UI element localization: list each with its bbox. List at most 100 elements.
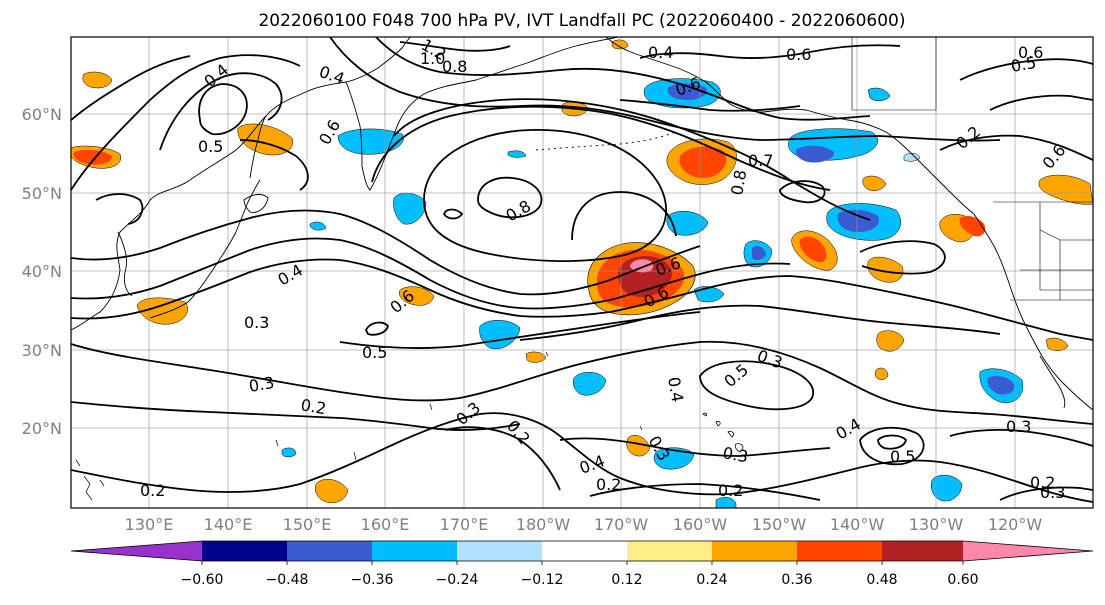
figure-title: 2022060100 F048 700 hPa PV, IVT Landfall… [258, 11, 905, 31]
contour-line [999, 486, 1093, 501]
colorbar-segment [372, 541, 457, 561]
sakhalin-coastline [249, 115, 267, 179]
pv-positive-region [399, 286, 435, 306]
contour-line [71, 209, 701, 296]
lon-tick-label: 150°E [283, 515, 332, 534]
pv-negative-region [653, 447, 695, 470]
contour-line [445, 426, 561, 491]
contour-label: 0.3 [1040, 483, 1065, 502]
contour-label: 1.0 [420, 49, 445, 68]
colorbar-segment [287, 541, 372, 561]
colorbar-tick-label: 0.24 [696, 572, 727, 588]
lon-tick-label: 150°W [752, 515, 807, 534]
pv-negative-region [931, 474, 963, 502]
colorbar-tick-label: 0.48 [866, 572, 897, 588]
contour-label: 0.4 [648, 43, 673, 62]
colorbar-segment [457, 541, 542, 561]
contour-label: 0.5 [362, 343, 387, 362]
contour-line [589, 483, 821, 501]
contour-line [619, 459, 1093, 503]
contour-line [375, 37, 871, 121]
japan-coastline [149, 179, 261, 319]
contour-line [949, 429, 1093, 447]
latitude-ticks: 60°N 50°N 40°N 30°N 20°N [22, 105, 62, 438]
contour-line [71, 340, 1093, 425]
contour-line [559, 437, 831, 457]
pv-positive-region [876, 330, 905, 352]
pv-negative-region [667, 83, 707, 100]
contour-line [71, 54, 301, 191]
contour-line [571, 191, 677, 241]
contour-line [71, 55, 191, 121]
pv-positive-region [679, 146, 727, 179]
pv-negative-region [837, 209, 879, 232]
lon-tick-label: 120°W [988, 515, 1043, 534]
pv-negative-region [573, 372, 607, 396]
pv-shading [71, 39, 1093, 508]
pv-negative-region [752, 246, 766, 261]
graticule [71, 37, 1093, 508]
contour-line [159, 72, 283, 151]
pv-negative-region [281, 447, 297, 458]
colorbar-segment [202, 541, 287, 561]
lon-tick-label: 180°W [516, 515, 571, 534]
pv-negative-region [309, 221, 327, 231]
colorbar-ticks [201, 561, 964, 565]
pv-positive-region [862, 175, 887, 191]
korea-coastline [117, 231, 133, 297]
longitude-ticks: 130°E 140°E 150°E 160°E 170°E 180°W 170°… [125, 515, 1043, 534]
lat-tick-label: 50°N [22, 184, 62, 203]
colorbar-tick-label: 0.36 [781, 572, 812, 588]
pacific-islands [75, 351, 643, 501]
colorbar-segment [797, 541, 882, 561]
contour-line [989, 94, 1093, 111]
colorbar-high-extension [963, 541, 1093, 561]
contour-label: 0.5 [198, 137, 223, 156]
contour-line [339, 311, 701, 349]
contour-label: 0.2 [596, 475, 621, 494]
pv-positive-region [799, 236, 827, 263]
pv-contours [71, 37, 1093, 503]
contour-label: 0.3 [244, 313, 269, 332]
colorbar-tick-label: −0.12 [521, 572, 564, 588]
pv-positive-region [867, 256, 904, 283]
contour-label: 0.6 [1018, 43, 1043, 62]
colorbar-segment [882, 541, 963, 561]
contour-line [443, 208, 464, 220]
contour-line [239, 139, 309, 191]
contour-line [95, 193, 144, 225]
contour-line [423, 129, 668, 262]
alaska-coastline [605, 37, 975, 215]
contour-line [329, 37, 1001, 142]
map-frame [70, 36, 1094, 509]
political-borders [851, 37, 1093, 301]
contour-label: 0.6 [786, 45, 811, 64]
pv-negative-region [987, 376, 1015, 395]
contour-line [519, 304, 1001, 341]
contour-label: 0.2 [140, 481, 165, 500]
colorbar-tick-label: −0.60 [181, 572, 224, 588]
contour-line [399, 41, 511, 52]
pv-negative-region [715, 497, 737, 508]
lat-tick-label: 20°N [22, 419, 62, 438]
lon-tick-label: 160°W [673, 515, 728, 534]
pv-negative-region [666, 210, 709, 236]
contour-line [877, 434, 907, 450]
colorbar-tick-label: −0.48 [266, 572, 309, 588]
contour-line [699, 360, 815, 411]
contour-label: 0.8 [442, 57, 467, 76]
bering-coastline [423, 37, 619, 95]
colorbar-tick-label: 0.60 [947, 572, 978, 588]
contour-label: 0.5 [1009, 53, 1037, 76]
contour-line [71, 237, 791, 310]
contour-line [198, 83, 248, 136]
lat-tick-label: 60°N [22, 105, 62, 124]
baja-coastline [1039, 355, 1066, 409]
lon-tick-label: 130°W [909, 515, 964, 534]
colorbar: −0.60 −0.48 −0.36 −0.24 −0.12 0.12 0.24 … [70, 540, 1094, 588]
contour-line [71, 258, 1093, 341]
colorbar-segment [542, 541, 627, 561]
contour-label: 0.3 [721, 443, 749, 466]
map-area: 0.4 0.4 0.5 0.6 1.0 0.8 1.2 0.4 0.6 0.6 … [71, 37, 1093, 508]
contour-label: 0.3 [247, 373, 275, 396]
